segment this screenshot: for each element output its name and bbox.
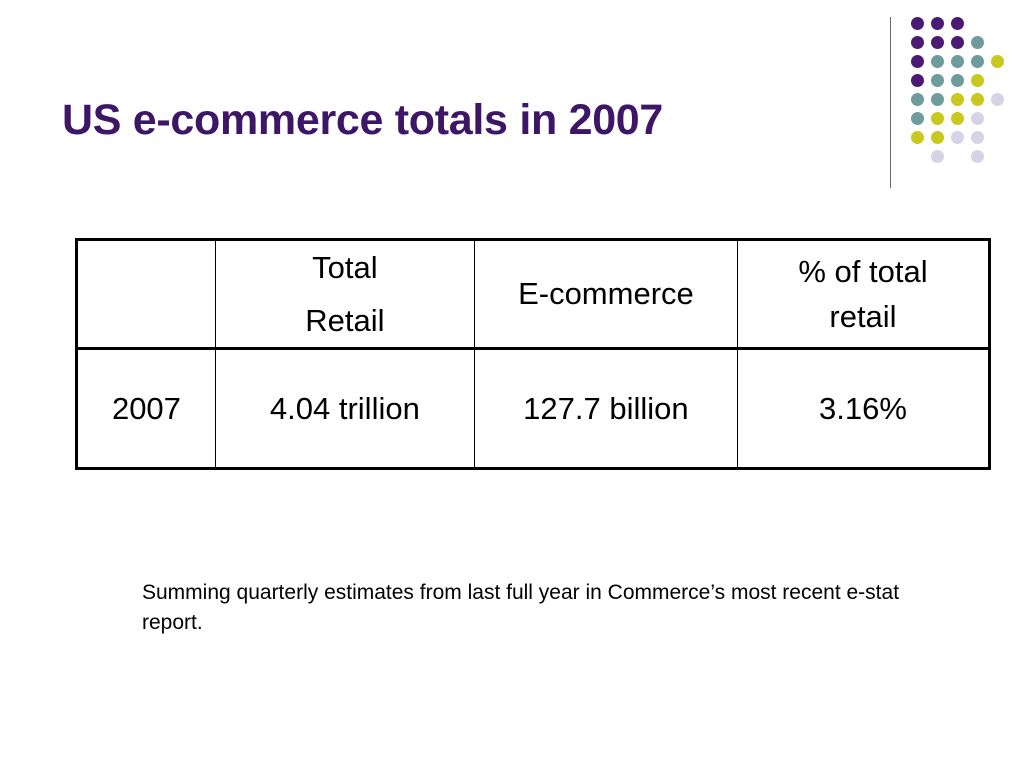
header-pct-line1: % of total	[798, 254, 928, 289]
table-header-row: Total Retail E-commerce % of total retai…	[76, 239, 991, 350]
decoration-dot	[991, 93, 1004, 106]
title-divider-line	[890, 17, 891, 188]
decoration-dot	[951, 74, 964, 87]
cell-year: 2007	[76, 348, 216, 469]
decoration-dot	[931, 93, 944, 106]
decoration-dot	[931, 150, 944, 163]
decoration-dot	[911, 112, 924, 125]
header-pct-line2: retail	[829, 299, 897, 334]
ecommerce-table: Total Retail E-commerce % of total retai…	[75, 238, 991, 470]
decoration-dot	[931, 112, 944, 125]
decoration-dot	[951, 112, 964, 125]
decoration-dot	[971, 150, 984, 163]
decoration-dot	[951, 17, 964, 30]
cell-pct: 3.16%	[736, 348, 991, 469]
header-total-retail-line1: Total	[312, 250, 378, 285]
decoration-dot	[971, 36, 984, 49]
decoration-dot	[931, 74, 944, 87]
decoration-dot	[971, 93, 984, 106]
decoration-dot	[931, 36, 944, 49]
header-total-retail: Total Retail	[214, 239, 475, 350]
decoration-dot	[991, 55, 1004, 68]
decoration-dot	[911, 36, 924, 49]
decoration-dot	[911, 17, 924, 30]
decoration-dot	[911, 74, 924, 87]
footnote-text: Summing quarterly estimates from last fu…	[142, 581, 900, 634]
cell-ecommerce: 127.7 billion	[473, 348, 738, 469]
decoration-dot	[971, 112, 984, 125]
decoration-dot	[951, 55, 964, 68]
decoration-dot	[911, 55, 924, 68]
decoration-dot	[911, 93, 924, 106]
decoration-dot	[911, 131, 924, 144]
table-row: 2007 4.04 trillion 127.7 billion 3.16%	[76, 348, 991, 469]
decoration-dot	[951, 93, 964, 106]
slide-title: US e-commerce totals in 2007	[62, 96, 664, 144]
decoration-dot	[971, 55, 984, 68]
decoration-dot	[951, 131, 964, 144]
decoration-dot	[971, 131, 984, 144]
header-total-retail-line2: Retail	[305, 303, 385, 338]
decoration-dot	[971, 74, 984, 87]
decoration-dot	[931, 131, 944, 144]
cell-total-retail: 4.04 trillion	[214, 348, 475, 469]
header-ecommerce: E-commerce	[473, 239, 738, 350]
header-pct-total-retail: % of total retail	[736, 239, 991, 350]
decoration-dot	[951, 36, 964, 49]
decoration-dot	[931, 55, 944, 68]
decoration-dot	[931, 17, 944, 30]
header-year-cell	[76, 239, 216, 350]
